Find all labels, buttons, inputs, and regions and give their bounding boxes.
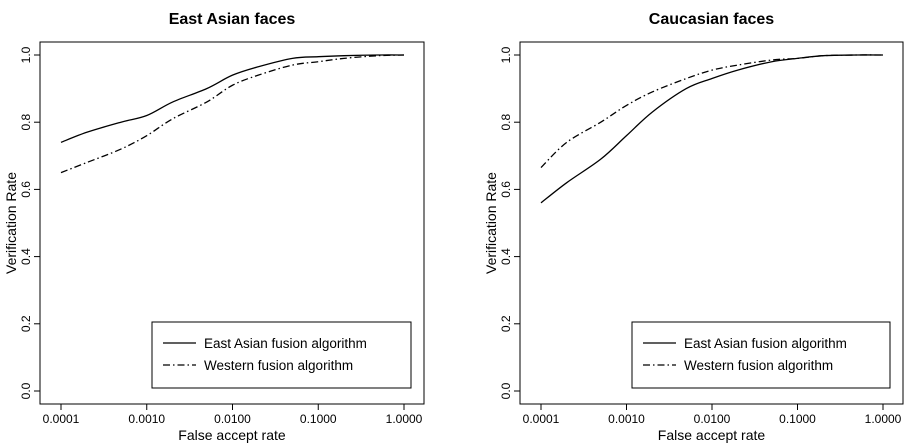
legend-label: East Asian fusion algorithm: [204, 336, 367, 351]
y-tick-label: 0.2: [499, 315, 513, 332]
y-tick-label: 0.6: [499, 181, 513, 198]
y-axis-label: Verification Rate: [3, 172, 19, 274]
legend-label: East Asian fusion algorithm: [684, 336, 847, 351]
y-tick-label: 0.8: [19, 114, 33, 131]
chart-panel-1: East Asian faces 0.0001 0.0010 0.0100 0.1000…: [3, 11, 424, 443]
y-axis-label: Verification Rate: [483, 172, 499, 274]
chart-title: Caucasian faces: [649, 11, 775, 28]
legend-box: [152, 322, 411, 388]
x-tick-label: 0.0010: [608, 412, 645, 426]
legend: East Asian fusion algorithm Western fusio…: [632, 322, 890, 388]
y-tick-label: 0.0: [499, 382, 513, 399]
x-tick-label: 0.0100: [694, 412, 731, 426]
y-tick-label: 1.0: [499, 46, 513, 63]
y-tick-label: 0.4: [499, 248, 513, 265]
x-tick-label: 0.1000: [779, 412, 816, 426]
x-tick-label: 1.0000: [865, 412, 902, 426]
legend-label: Western fusion algorithm: [684, 358, 833, 373]
series-line-east-asian: [541, 55, 883, 203]
series-line-east-asian: [61, 55, 404, 142]
x-tick-label: 0.1000: [300, 412, 337, 426]
legend-label: Western fusion algorithm: [204, 358, 353, 373]
y-tick-label: 0.8: [499, 114, 513, 131]
chart-panel-2: Caucasian faces 0.0001 0.0010 0.0100 0.1000 1…: [483, 11, 903, 443]
x-tick-label: 1.0000: [386, 412, 423, 426]
chart-title: East Asian faces: [169, 11, 296, 28]
x-tick-label: 0.0001: [43, 412, 80, 426]
x-axis-label: False accept rate: [178, 427, 286, 443]
y-tick-label: 0.4: [19, 248, 33, 265]
y-tick-label: 1.0: [19, 46, 33, 63]
series-line-western: [541, 55, 883, 168]
legend-box: [632, 322, 890, 388]
y-tick-label: 0.0: [19, 382, 33, 399]
x-tick-label: 0.0001: [523, 412, 560, 426]
x-tick-label: 0.0100: [214, 412, 251, 426]
x-tick-label: 0.0010: [128, 412, 165, 426]
legend: East Asian fusion algorithm Western fusio…: [152, 322, 411, 388]
y-tick-label: 0.6: [19, 181, 33, 198]
series-line-western: [61, 55, 404, 173]
x-axis-label: False accept rate: [658, 427, 766, 443]
y-tick-label: 0.2: [19, 315, 33, 332]
